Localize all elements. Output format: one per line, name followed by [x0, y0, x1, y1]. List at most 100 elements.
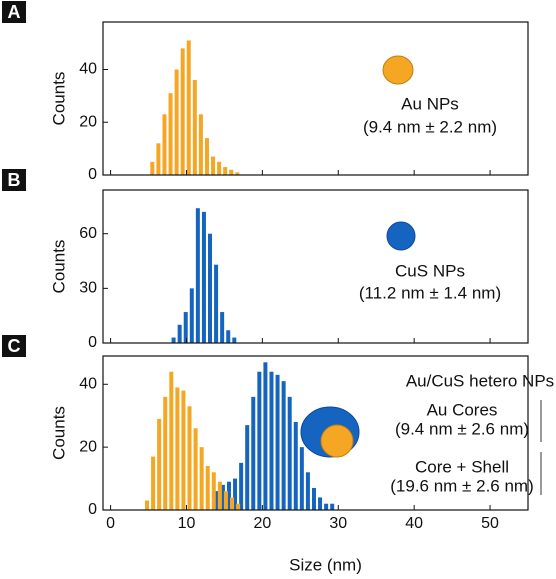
bar [245, 425, 250, 510]
annotation: Core + Shell [415, 457, 509, 476]
bar [330, 503, 335, 510]
y-tick-label: 40 [79, 61, 97, 78]
bar [275, 374, 280, 510]
bar [311, 488, 316, 510]
bar [151, 456, 156, 510]
bar [217, 161, 222, 175]
bar [198, 114, 203, 175]
plot-frame [102, 355, 529, 511]
annotation: CuS NPs [395, 261, 465, 280]
bar [175, 387, 180, 510]
bar [180, 48, 185, 175]
bar [232, 337, 237, 343]
bar [226, 481, 231, 510]
x-tick-label: 0 [106, 515, 115, 532]
bar [293, 422, 298, 510]
bar [235, 172, 240, 175]
y-tick-label: 0 [88, 166, 97, 183]
bar [177, 324, 182, 343]
y-axis-label: Counts [49, 72, 68, 126]
bar [193, 428, 198, 510]
bar [195, 208, 200, 343]
bar [217, 481, 222, 510]
bar [204, 138, 209, 175]
y-axis-label: Counts [49, 406, 68, 460]
x-tick-label: 20 [253, 515, 271, 532]
bar [181, 390, 186, 510]
cus-np-icon [386, 221, 416, 251]
annotation: (19.6 nm ± 2.6 nm) [390, 476, 534, 495]
bar [199, 447, 204, 510]
bar [233, 478, 238, 510]
bar [223, 167, 228, 175]
bar [299, 447, 304, 510]
bar [168, 93, 173, 175]
bar [208, 233, 213, 343]
x-tick-label: 30 [329, 515, 347, 532]
y-tick-label: 20 [79, 113, 97, 130]
annotation: (11.2 nm ± 1.4 nm) [359, 283, 501, 302]
bar [220, 312, 225, 343]
bar [150, 161, 155, 175]
x-tick-label: 10 [178, 515, 196, 532]
bar [183, 312, 188, 343]
bar [223, 491, 228, 510]
bar [205, 466, 210, 510]
plot-frame [102, 189, 529, 344]
annotation: Au NPs [401, 94, 459, 113]
y-tick-label: 20 [79, 438, 97, 455]
bar [318, 497, 323, 510]
panel-label-box [2, 335, 26, 357]
bar [230, 497, 235, 510]
panel-label: C [8, 336, 21, 356]
y-axis-label: Counts [49, 240, 68, 294]
bar [174, 69, 179, 175]
bar [281, 381, 286, 510]
bar [145, 500, 150, 510]
bar [239, 462, 244, 510]
hetero-np-core-icon [320, 424, 354, 458]
bar [263, 362, 268, 510]
bar [305, 472, 310, 510]
bar [287, 396, 292, 510]
x-tick-label: 40 [405, 515, 423, 532]
bar [257, 371, 262, 510]
bar [229, 169, 234, 175]
bar [211, 472, 216, 510]
plot-frame [102, 21, 529, 176]
bar [163, 396, 168, 510]
bar [157, 418, 162, 510]
annotation: (9.4 nm ± 2.6 nm) [395, 419, 529, 438]
y-tick-label: 60 [79, 225, 97, 242]
bar [162, 114, 167, 175]
annotation: Au Cores [427, 400, 498, 419]
annotation: Au/CuS hetero NPs [406, 371, 554, 390]
bar [156, 143, 161, 175]
y-tick-label: 0 [88, 501, 97, 518]
bar [187, 406, 192, 510]
bar [169, 371, 174, 510]
y-tick-label: 30 [79, 280, 97, 297]
y-tick-label: 40 [79, 376, 97, 393]
au-np-icon [382, 55, 414, 85]
panel-label: B [8, 170, 21, 190]
bar [201, 211, 206, 343]
bar [251, 396, 256, 510]
y-tick-label: 0 [88, 334, 97, 351]
panel-label: A [8, 2, 21, 22]
bar [186, 40, 191, 176]
panel-label-box [2, 1, 26, 23]
bar [226, 330, 231, 343]
bar [171, 337, 176, 343]
bar [236, 503, 241, 510]
panel-label-box [2, 169, 26, 191]
bar [220, 484, 225, 510]
bar [214, 264, 219, 343]
bar [211, 156, 216, 175]
bar [269, 371, 274, 510]
bar [189, 288, 194, 343]
bar [214, 491, 219, 510]
x-tick-label: 50 [481, 515, 499, 532]
bar [192, 80, 197, 175]
